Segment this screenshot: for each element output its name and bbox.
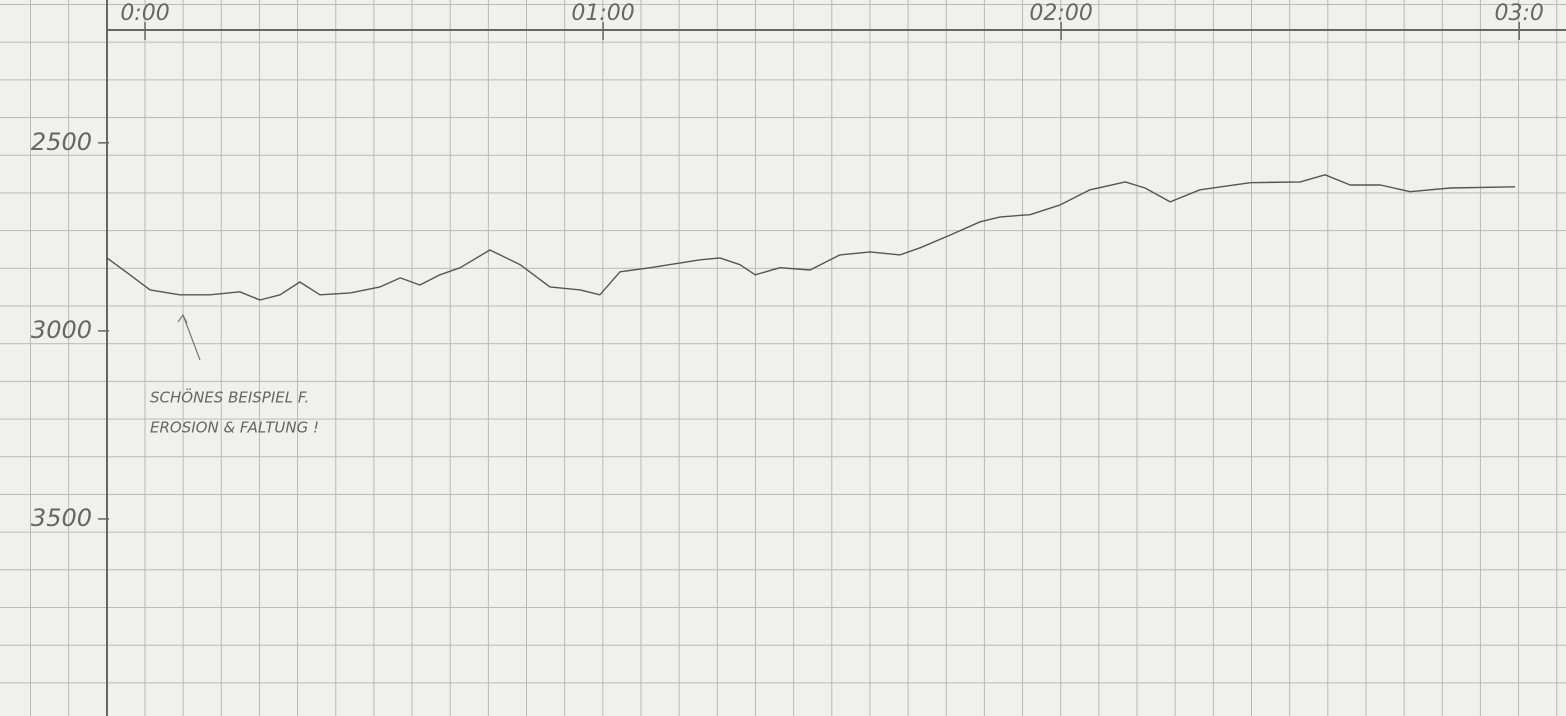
annotation-arrowhead bbox=[177, 313, 188, 324]
y-tick-label: 2500 bbox=[31, 128, 92, 156]
annotation-arrow bbox=[182, 314, 201, 361]
x-tick-label: 03:0 bbox=[1494, 1, 1543, 26]
x-tick-label: 0:00 bbox=[120, 1, 169, 26]
x-tick-label: 02:00 bbox=[1029, 1, 1092, 26]
y-tick-label: 3000 bbox=[31, 316, 92, 344]
y-tick-label: 3500 bbox=[31, 504, 92, 532]
annotation: SCHÖNES BEISPIEL F. bbox=[150, 388, 309, 407]
x-tick-label: 01:00 bbox=[571, 1, 634, 26]
annotation: EROSION & FALTUNG ! bbox=[150, 419, 319, 437]
data-line bbox=[106, 174, 1516, 301]
